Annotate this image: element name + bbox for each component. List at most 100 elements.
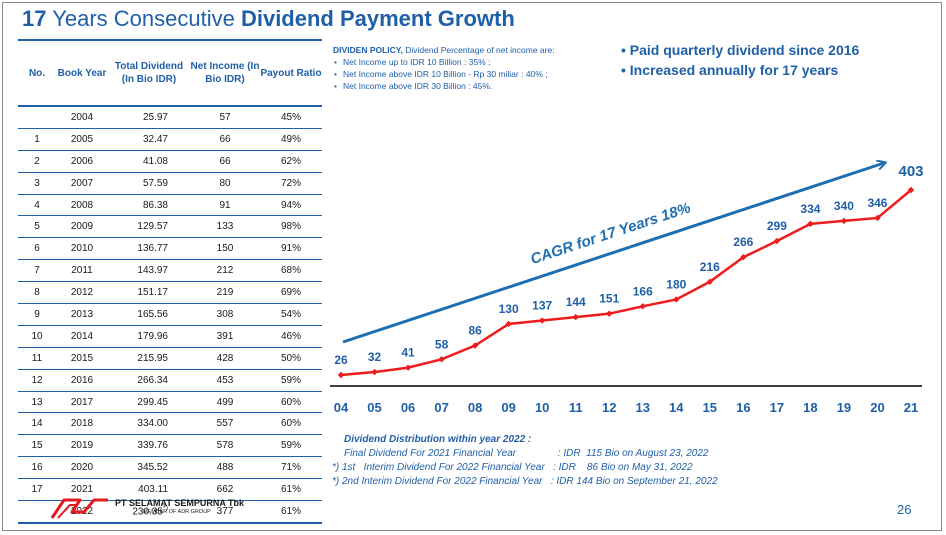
policy-heading-rest: Dividend Percentage of net income are: (402, 45, 555, 55)
cell-book-year: 2014 (56, 325, 108, 348)
data-label: 86 (468, 324, 482, 338)
cell-payout-ratio: 46% (260, 325, 322, 348)
table-row: 11 2015 215.95 428 50% (18, 347, 322, 370)
cell-total-dividend: 334.00 (108, 412, 190, 436)
page-number: 26 (897, 502, 912, 517)
cell-no: 4 (18, 194, 56, 217)
column-header-net-income: Net Income (In Bio IDR) (190, 39, 260, 107)
data-label: 403 (898, 163, 923, 180)
cell-net-income: 150 (190, 237, 260, 261)
table-row: 15 2019 339.76 578 59% (18, 434, 322, 458)
data-point (471, 342, 479, 349)
x-tick-label: 17 (770, 400, 784, 415)
data-label: 137 (532, 299, 552, 313)
x-tick-label: 14 (669, 400, 684, 415)
table-row: 2 2006 41.08 66 62% (18, 150, 322, 173)
cell-net-income: 66 (190, 128, 260, 151)
cell-no (18, 500, 56, 524)
cell-no: 10 (18, 325, 56, 348)
table-row: 1 2005 32.47 66 49% (18, 128, 322, 151)
distribution-row: *) 1st Interim Dividend For 2022 Financi… (332, 462, 693, 473)
cell-book-year: 2015 (56, 347, 108, 370)
x-tick-label: 05 (367, 400, 381, 415)
cell-book-year: 2018 (56, 412, 108, 436)
cell-total-dividend: 215.95 (108, 347, 190, 370)
cell-total-dividend: 32.47 (108, 128, 190, 151)
cell-no: 5 (18, 215, 56, 239)
cell-payout-ratio: 49% (260, 128, 322, 151)
table-row: 17 2021 403.11 662 61% (18, 478, 322, 502)
x-tick-label: 19 (837, 400, 851, 415)
policy-item: Net Income above IDR 30 Billion : 45%. (334, 80, 555, 92)
cell-book-year: 2011 (56, 259, 108, 283)
cell-net-income: 662 (190, 478, 260, 502)
data-point (438, 356, 445, 363)
highlights: • Paid quarterly dividend since 2016 • I… (621, 40, 859, 80)
data-label: 58 (435, 337, 449, 351)
cell-total-dividend: 25.97 (108, 106, 190, 129)
cell-payout-ratio: 61% (260, 500, 322, 524)
cell-net-income: 212 (190, 259, 260, 283)
data-point (807, 220, 814, 228)
data-point (706, 278, 714, 285)
cell-payout-ratio: 50% (260, 347, 322, 370)
data-point (606, 310, 613, 317)
cell-book-year: 2005 (56, 128, 108, 151)
cell-payout-ratio: 69% (260, 281, 322, 305)
cell-payout-ratio: 61% (260, 478, 322, 502)
data-point (505, 320, 512, 328)
cell-total-dividend: 403.11 (108, 478, 190, 502)
cell-no: 7 (18, 259, 56, 283)
highlight-item: • Paid quarterly dividend since 2016 (621, 42, 860, 58)
x-tick-label: 09 (501, 400, 515, 415)
cell-total-dividend: 339.76 (108, 434, 190, 458)
data-point (404, 364, 412, 371)
cell-payout-ratio: 68% (260, 259, 322, 283)
data-label: 216 (700, 260, 720, 274)
cell-net-income: 66 (190, 150, 260, 173)
data-label: 180 (666, 277, 686, 291)
table-row: 3 2007 57.59 80 72% (18, 172, 322, 195)
page-title: 17 Years Consecutive Dividend Payment Gr… (22, 6, 515, 31)
cell-net-income: 308 (190, 303, 260, 326)
data-point (907, 186, 915, 194)
table-row: 10 2014 179.96 391 46% (18, 325, 322, 348)
cell-payout-ratio: 54% (260, 303, 322, 326)
company-logo (50, 498, 108, 519)
cell-total-dividend: 230.35*) (108, 500, 190, 524)
cell-payout-ratio: 45% (260, 106, 322, 129)
cell-no: 16 (18, 456, 56, 480)
cell-total-dividend: 179.96 (108, 325, 190, 348)
column-header-payout-ratio: Payout Ratio (260, 39, 322, 107)
cell-no: 14 (18, 412, 56, 436)
x-tick-label: 11 (569, 400, 583, 415)
cell-book-year: 2008 (56, 194, 108, 217)
cell-net-income: 377 (190, 500, 260, 524)
cell-book-year: 2021 (56, 478, 108, 502)
cell-book-year: 2009 (56, 215, 108, 239)
x-tick-label: 07 (434, 400, 448, 415)
data-label: 26 (334, 353, 348, 367)
x-tick-label: 16 (736, 400, 750, 415)
table-row: 5 2009 129.57 133 98% (18, 215, 322, 239)
data-label: 299 (767, 219, 787, 233)
cell-no: 1 (18, 128, 56, 151)
cell-payout-ratio: 91% (260, 237, 322, 261)
cell-net-income: 91 (190, 194, 260, 217)
data-point (874, 214, 881, 222)
dividend-distribution: Dividend Distribution within year 2022 :… (332, 433, 718, 489)
cell-total-dividend: 266.34 (108, 369, 190, 392)
data-point (337, 371, 345, 379)
table-row: 8 2012 151.17 219 69% (18, 281, 322, 305)
cell-no: 15 (18, 434, 56, 458)
policy-heading: DIVIDEN POLICY, (333, 45, 403, 55)
table-row: 2004 25.97 57 45% (18, 106, 322, 129)
cell-payout-ratio: 72% (260, 172, 322, 195)
cell-payout-ratio: 94% (260, 194, 322, 217)
data-label: 266 (733, 235, 753, 249)
table-row: 6 2010 136.77 150 91% (18, 237, 322, 261)
cell-net-income: 499 (190, 391, 260, 414)
cell-book-year: 2016 (56, 369, 108, 392)
table-header-row: No. Book Year Total Dividend (In Bio IDR… (18, 39, 322, 107)
cell-net-income: 488 (190, 456, 260, 480)
